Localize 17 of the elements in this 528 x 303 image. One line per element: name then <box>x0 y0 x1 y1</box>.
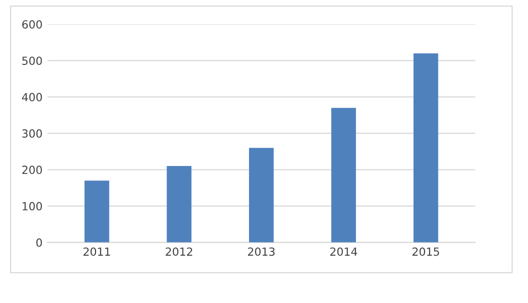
x-tick-label: 2011 <box>84 247 110 256</box>
bar <box>84 180 110 242</box>
bar <box>166 166 192 242</box>
y-tick-label: 400 <box>22 92 42 102</box>
y-tick-label: 300 <box>22 129 42 138</box>
x-tick-label: 2015 <box>412 247 440 256</box>
y-tick-label: 200 <box>22 166 42 174</box>
y-tick-label: 600 <box>22 20 42 29</box>
x-tick-label: 2013 <box>248 247 275 256</box>
y-tick-label: 500 <box>22 56 42 65</box>
x-tick-label: 2012 <box>166 247 192 256</box>
y-tick-label: 100 <box>22 202 42 210</box>
bar <box>414 53 438 242</box>
y-tick-label: 0 <box>36 238 42 247</box>
bar <box>249 148 274 242</box>
x-tick-label: 2014 <box>330 247 358 256</box>
bar <box>331 108 356 242</box>
